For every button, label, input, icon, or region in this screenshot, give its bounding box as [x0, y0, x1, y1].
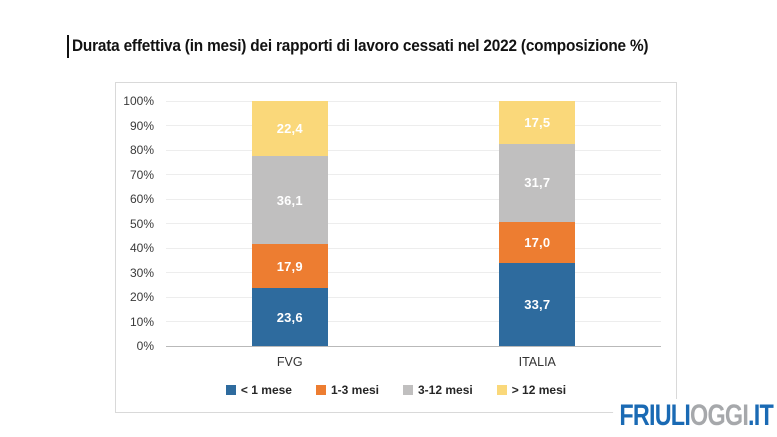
legend-item: > 12 mesi — [496, 383, 567, 397]
bar-value-label: 31,7 — [524, 175, 551, 191]
gridline — [166, 100, 661, 102]
legend-item: 1-3 mesi — [315, 383, 379, 397]
y-tick-label: 40% — [129, 241, 154, 255]
y-tick-label: 80% — [129, 143, 154, 157]
y-tick-label: 0% — [136, 339, 154, 353]
chart-container: 0% 10% 20% 30% 40% 50% 60% 70% 80% 90% 100% 23,6 17… — [115, 82, 677, 413]
logo-text-friuli: FRIULI — [619, 399, 691, 432]
bar-segment: 17,9 — [251, 244, 328, 289]
chart-title: Durata effettiva (in mesi) dei rapporti … — [72, 37, 649, 55]
gridline — [166, 174, 661, 175]
bar-segment: 23,6 — [251, 288, 328, 346]
bar-value-label: 17,9 — [276, 258, 303, 274]
y-tick-label: 30% — [129, 265, 154, 280]
gridline — [166, 125, 661, 126]
bar-value-label: 23,6 — [276, 309, 303, 325]
plot-area: 23,6 17,9 36,1 22,4 33,7 17,0 31,7 17,5 — [166, 100, 661, 347]
y-tick-label: 50% — [129, 216, 154, 231]
bar-segment: 31,7 — [499, 144, 576, 222]
friulioggi-logo: FRIULIOGGI.IT — [613, 399, 774, 433]
bar-segment: 17,0 — [499, 221, 576, 264]
y-tick-label: 70% — [129, 167, 154, 182]
bar-segment: 22,4 — [251, 101, 328, 156]
y-tick-label: 90% — [129, 118, 154, 133]
legend-swatch — [225, 385, 236, 395]
x-category-label: FVG — [276, 355, 303, 369]
bar-segment: 33,7 — [499, 263, 576, 346]
bar-segment: 17,5 — [499, 101, 576, 145]
legend-label: 3-12 mesi — [418, 383, 473, 397]
x-axis-line — [166, 345, 661, 347]
legend-swatch — [496, 385, 507, 395]
gridline — [166, 198, 661, 200]
gridline — [166, 223, 661, 224]
chart-legend: < 1 mese 1-3 mesi 3-12 mesi > 12 mesi — [116, 383, 676, 397]
bar-value-label: 36,1 — [276, 192, 303, 208]
legend-label: < 1 mese — [240, 383, 292, 397]
legend-label: 1-3 mesi — [330, 383, 379, 397]
gridline — [166, 272, 661, 273]
chart-title-row: Durata effettiva (in mesi) dei rapporti … — [67, 35, 692, 58]
logo-text-it: .IT — [748, 399, 774, 432]
y-tick-label: 20% — [129, 290, 154, 304]
y-tick-label: 100% — [123, 94, 154, 108]
y-tick-label: 10% — [129, 314, 154, 329]
bar-value-label: 17,5 — [524, 115, 551, 131]
legend-item: 3-12 mesi — [403, 383, 473, 397]
legend-item: < 1 mese — [225, 383, 292, 397]
y-tick-label: 60% — [129, 192, 154, 206]
x-category-label: ITALIA — [518, 355, 556, 369]
x-axis: FVG ITALIA — [166, 355, 661, 371]
legend-label: > 12 mesi — [511, 383, 567, 397]
bar-segment: 36,1 — [251, 155, 328, 245]
bar-value-label: 17,0 — [524, 235, 551, 251]
text-cursor — [67, 35, 69, 58]
logo-text-oggi: OGGI — [690, 399, 749, 432]
gridline — [166, 149, 661, 151]
gridline — [166, 247, 661, 249]
legend-swatch — [403, 385, 413, 395]
legend-swatch — [315, 385, 326, 395]
bar-value-label: 22,4 — [276, 120, 303, 136]
gridline — [166, 296, 661, 298]
gridline — [166, 321, 661, 322]
bar-value-label: 33,7 — [524, 297, 551, 313]
y-axis: 0% 10% 20% 30% 40% 50% 60% 70% 80% 90% 100% — [116, 94, 160, 353]
